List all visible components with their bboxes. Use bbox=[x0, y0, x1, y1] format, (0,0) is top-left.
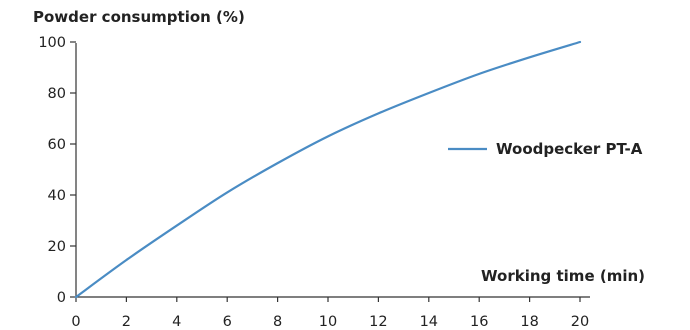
x-tick-label: 12 bbox=[369, 314, 387, 330]
y-tick-label: 60 bbox=[48, 137, 66, 153]
series-line bbox=[74, 40, 582, 299]
series-group bbox=[74, 40, 582, 299]
x-tick-label: 14 bbox=[420, 314, 438, 330]
x-tick-label: 16 bbox=[470, 314, 488, 330]
x-tick-label: 10 bbox=[319, 314, 337, 330]
y-tick-label: 80 bbox=[48, 86, 66, 102]
legend-label: Woodpecker PT-A bbox=[496, 140, 643, 158]
x-tick-label: 0 bbox=[71, 314, 80, 330]
legend: Woodpecker PT-A bbox=[448, 140, 643, 158]
y-tick-label: 20 bbox=[48, 239, 66, 255]
y-tick-label: 0 bbox=[57, 290, 66, 306]
x-tick-label: 6 bbox=[223, 314, 232, 330]
x-axis-ticks: 0 2 4 6 8 10 12 14 16 18 20 bbox=[71, 297, 589, 330]
y-axis-ticks: 0 20 40 60 80 100 bbox=[38, 35, 76, 306]
x-axis-title: Working time (min) bbox=[481, 267, 645, 285]
y-tick-label: 40 bbox=[48, 188, 66, 204]
x-tick-label: 20 bbox=[571, 314, 589, 330]
x-tick-label: 2 bbox=[122, 314, 131, 330]
y-tick-label: 100 bbox=[38, 35, 66, 51]
x-tick-label: 18 bbox=[520, 314, 538, 330]
y-axis-title: Powder consumption (%) bbox=[33, 8, 245, 26]
x-tick-label: 4 bbox=[172, 314, 181, 330]
x-tick-label: 8 bbox=[273, 314, 282, 330]
